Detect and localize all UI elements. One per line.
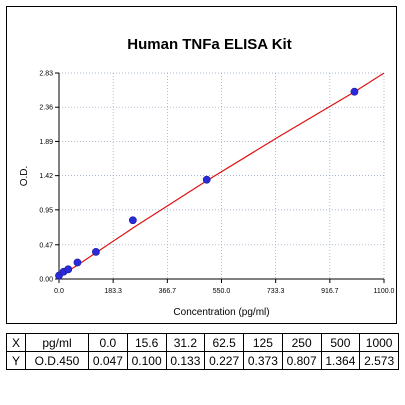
x-cell: 15.6 — [126, 333, 167, 352]
data-point — [202, 175, 211, 184]
x-cell: 0.0 — [88, 333, 128, 352]
x-tick-label: 1100.0 — [374, 288, 395, 295]
data-point — [350, 87, 359, 96]
y-cell: 0.100 — [126, 351, 167, 370]
y-cell: 1.364 — [320, 351, 361, 370]
x-cell: 125 — [243, 333, 283, 352]
row-unit-y: O.D.450 — [25, 351, 89, 370]
x-tick-label: 183.3 — [104, 288, 122, 295]
elisa-chart: Human TNFa ELISA Kit 0.0 183.3 366.7 550.0 73… — [19, 36, 395, 318]
standard-curve-table: X pg/ml 0.0 15.6 31.2 62.5 125 250 500 1… — [6, 333, 399, 370]
y-cell: 0.807 — [281, 351, 322, 370]
data-point — [128, 216, 137, 225]
y-tick-label: 0.95 — [39, 207, 53, 214]
chart-title: Human TNFa ELISA Kit — [127, 36, 291, 53]
x-tick-label: 0.0 — [54, 288, 64, 295]
y-cell: 0.133 — [165, 351, 206, 370]
x-cell: 62.5 — [204, 333, 244, 352]
x-cell: 250 — [281, 333, 322, 352]
chart-frame: Human TNFa ELISA Kit 0.0 183.3 366.7 550.0 73… — [6, 6, 397, 324]
y-tick-label: 0.00 — [39, 277, 53, 284]
y-cell: 2.573 — [359, 351, 399, 370]
y-tick-label: 0.47 — [39, 242, 53, 249]
table-row-y: Y O.D.450 0.047 0.100 0.133 0.227 0.373 … — [6, 351, 399, 370]
table-row-x: X pg/ml 0.0 15.6 31.2 62.5 125 250 500 1… — [6, 333, 399, 352]
x-tick-label: 733.3 — [267, 288, 285, 295]
y-axis-label: O.D. — [19, 166, 30, 187]
x-axis-label: Concentration (pg/ml) — [173, 307, 269, 318]
y-tick-label: 2.83 — [39, 71, 53, 78]
x-tick-label: 916.7 — [321, 288, 339, 295]
data-point — [73, 258, 82, 267]
x-cell: 500 — [320, 333, 361, 352]
data-point — [64, 265, 73, 274]
y-cell: 0.047 — [88, 351, 128, 370]
y-cell: 0.373 — [243, 351, 283, 370]
x-cell: 31.2 — [165, 333, 206, 352]
row-label-y: Y — [6, 351, 26, 370]
row-unit-x: pg/ml — [25, 333, 89, 352]
data-point — [92, 247, 100, 256]
x-tick-label: 366.7 — [159, 288, 177, 295]
y-tick-label: 2.36 — [39, 105, 53, 112]
y-tick-label: 1.42 — [39, 173, 53, 180]
y-tick-label: 1.89 — [39, 139, 53, 146]
x-tick-label: 550.0 — [213, 288, 231, 295]
x-cell: 1000 — [359, 333, 399, 352]
row-label-x: X — [6, 333, 26, 352]
y-cell: 0.227 — [204, 351, 244, 370]
